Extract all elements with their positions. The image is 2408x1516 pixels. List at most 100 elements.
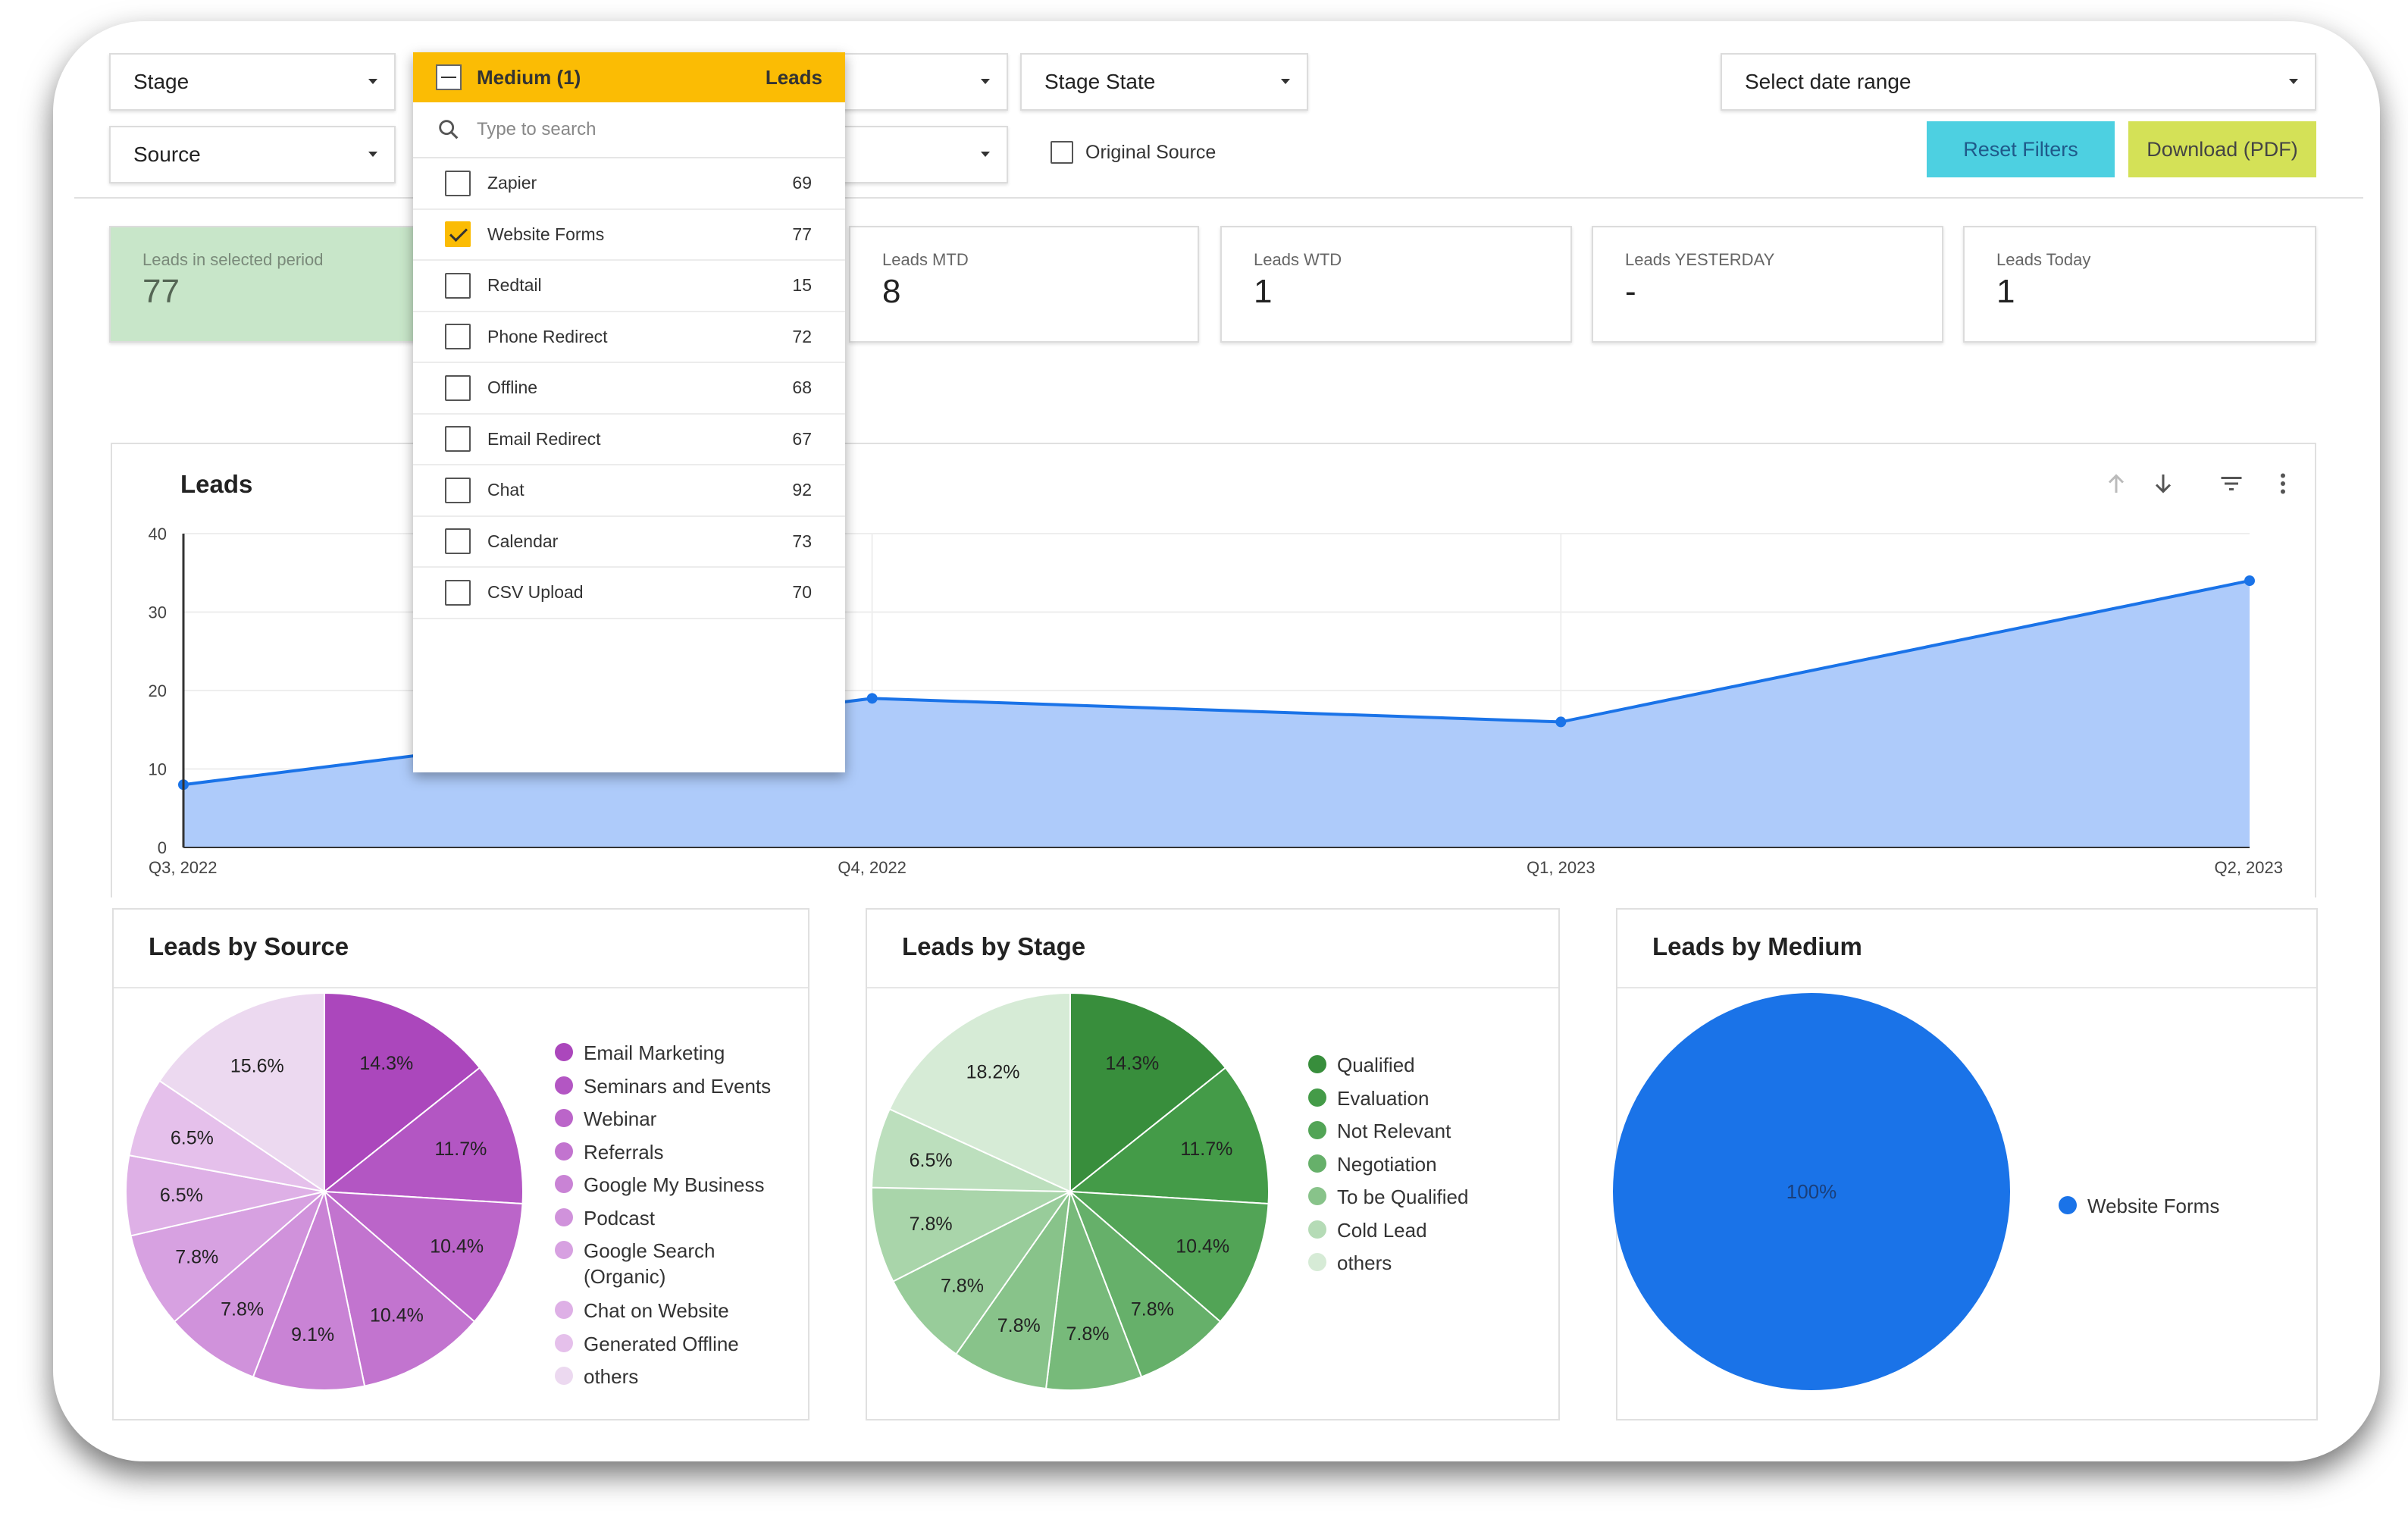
- legend-item: Generated Offline: [555, 1331, 771, 1364]
- checkbox-checked-icon[interactable]: [445, 221, 471, 248]
- stage-state-dropdown[interactable]: Stage State: [1020, 53, 1308, 111]
- popup-header[interactable]: Medium (1) Leads: [413, 52, 845, 102]
- original-source-checkbox[interactable]: Original Source: [1051, 141, 1216, 164]
- pie-slice[interactable]: [955, 1191, 1071, 1390]
- legend-label: others: [1337, 1250, 1392, 1276]
- legend-item: Google My Business: [555, 1172, 771, 1205]
- medium-option[interactable]: Email Redirect 67: [413, 415, 845, 465]
- medium-option[interactable]: Calendar 73: [413, 517, 845, 568]
- y-tick-label: 20: [149, 681, 167, 700]
- card-title: Leads by Source: [149, 932, 349, 960]
- slice-label: 10.4%: [370, 1305, 424, 1326]
- legend-item: Google Search (Organic): [555, 1238, 771, 1298]
- pie-slice[interactable]: [322, 1067, 524, 1205]
- pie-slice[interactable]: [1069, 1191, 1222, 1378]
- search-input[interactable]: Type to search: [477, 119, 597, 139]
- pie-slice[interactable]: [1613, 993, 2010, 1390]
- legend-label: Chat on Website: [584, 1298, 729, 1323]
- pie-slice[interactable]: [130, 1191, 325, 1323]
- legend-item: Webinar: [555, 1106, 771, 1139]
- stage-legend: Qualified Evaluation Not Relevant Negotiati…: [1308, 1052, 1468, 1283]
- reset-filters-button[interactable]: Reset Filters: [1927, 121, 2115, 177]
- more-options-icon[interactable]: [2269, 470, 2297, 501]
- pie-slice[interactable]: [173, 1191, 325, 1378]
- checkbox-icon[interactable]: [445, 528, 471, 555]
- pie-slice[interactable]: [1069, 991, 1227, 1194]
- slice-label: 100%: [1786, 1180, 1837, 1203]
- x-tick-label: Q3, 2022: [149, 858, 218, 877]
- pie-slice[interactable]: [891, 1191, 1071, 1355]
- data-point[interactable]: [2244, 575, 2255, 587]
- pie-slice[interactable]: [252, 1189, 366, 1391]
- sort-descending-icon[interactable]: [2150, 470, 2177, 501]
- date-range-dropdown[interactable]: Select date range: [1721, 53, 2316, 111]
- legend-item: Qualified: [1308, 1052, 1468, 1085]
- slice-label: 15.6%: [230, 1056, 284, 1077]
- stage-dropdown[interactable]: Stage: [109, 53, 396, 111]
- legend-dot-icon: [1308, 1154, 1326, 1173]
- legend-label: Seminars and Events: [584, 1073, 771, 1099]
- medium-option[interactable]: Zapier 69: [413, 158, 845, 210]
- medium-option[interactable]: Chat 92: [413, 465, 845, 517]
- legend-label: Website Forms: [2087, 1193, 2219, 1219]
- kpi-label: Leads in selected period: [142, 250, 324, 269]
- checkbox-icon[interactable]: [445, 579, 471, 606]
- pie-slice[interactable]: [323, 1189, 476, 1387]
- y-tick-label: 30: [149, 603, 167, 622]
- medium-option-label: CSV Upload: [487, 582, 584, 603]
- legend-dot-icon: [555, 1333, 573, 1352]
- legend-dot-icon: [1308, 1055, 1326, 1073]
- pie-slice[interactable]: [1068, 1190, 1270, 1323]
- kpi-card-mtd: Leads MTD 8: [849, 226, 1199, 343]
- checkbox-icon[interactable]: [445, 374, 471, 401]
- popup-title: Medium (1): [477, 65, 581, 89]
- medium-option[interactable]: Phone Redirect 72: [413, 312, 845, 363]
- legend-label-line: Chat on Website: [584, 1299, 729, 1322]
- source-dropdown[interactable]: Source: [109, 126, 396, 183]
- legend-label: Not Relevant: [1337, 1118, 1451, 1144]
- checkbox-icon[interactable]: [445, 324, 471, 350]
- medium-option[interactable]: Website Forms 77: [413, 210, 845, 261]
- filter-icon[interactable]: [2218, 470, 2245, 501]
- legend-item: Chat on Website: [555, 1298, 771, 1331]
- pie-slice[interactable]: [871, 1186, 1071, 1283]
- checkbox-icon[interactable]: [445, 477, 471, 503]
- pie-slice[interactable]: [322, 1190, 524, 1323]
- pie-slice[interactable]: [1068, 1067, 1270, 1205]
- medium-option-count: 77: [792, 224, 812, 244]
- pie-slice[interactable]: [888, 991, 1071, 1193]
- medium-option-label: Phone Redirect: [487, 326, 608, 346]
- pie-charts: 14.3% 11.7% 10.4% 10.4% 9.1% 7.8% 7.8% 6.5% 6.5%…: [125, 991, 2010, 1391]
- sort-ascending-icon[interactable]: [2103, 470, 2130, 501]
- chevron-down-icon: [981, 79, 990, 84]
- checkbox-icon[interactable]: [445, 170, 471, 196]
- medium-option-label: Website Forms: [487, 224, 605, 244]
- data-point[interactable]: [1555, 716, 1567, 728]
- slice-label: 10.4%: [430, 1236, 484, 1257]
- popup-search[interactable]: Type to search: [413, 102, 845, 158]
- filter-divider: [74, 197, 2363, 199]
- legend-item: Evaluation: [1308, 1085, 1468, 1119]
- medium-option[interactable]: CSV Upload 70: [413, 568, 845, 619]
- medium-option-label: Offline: [487, 377, 538, 398]
- pie-slice[interactable]: [1044, 1191, 1143, 1391]
- kpi-value: 1: [1996, 273, 2015, 310]
- kpi-label: Leads MTD: [882, 250, 969, 269]
- deselect-all-icon[interactable]: [436, 64, 462, 90]
- data-point[interactable]: [866, 693, 878, 704]
- legend-label-line: others: [584, 1365, 639, 1388]
- kpi-value: 1: [1254, 273, 1273, 310]
- legend-label-line: Generated Offline: [584, 1332, 739, 1355]
- legend-label-line: Website Forms: [2087, 1195, 2220, 1217]
- medium-filter-popup[interactable]: Medium (1) Leads Type to search Zapier 69…: [413, 52, 845, 772]
- checkbox-icon[interactable]: [445, 426, 471, 453]
- medium-option[interactable]: Redtail 15: [413, 261, 845, 312]
- pie-slice[interactable]: [324, 991, 481, 1194]
- download-pdf-button[interactable]: Download (PDF): [2128, 121, 2316, 177]
- checkbox-icon[interactable]: [445, 272, 471, 299]
- slice-label: 14.3%: [1105, 1053, 1159, 1074]
- pie-slice[interactable]: [158, 991, 325, 1193]
- medium-option[interactable]: Offline 68: [413, 363, 845, 415]
- source-dropdown-label: Source: [133, 143, 201, 166]
- kpi-card-today: Leads Today 1: [1963, 226, 2316, 343]
